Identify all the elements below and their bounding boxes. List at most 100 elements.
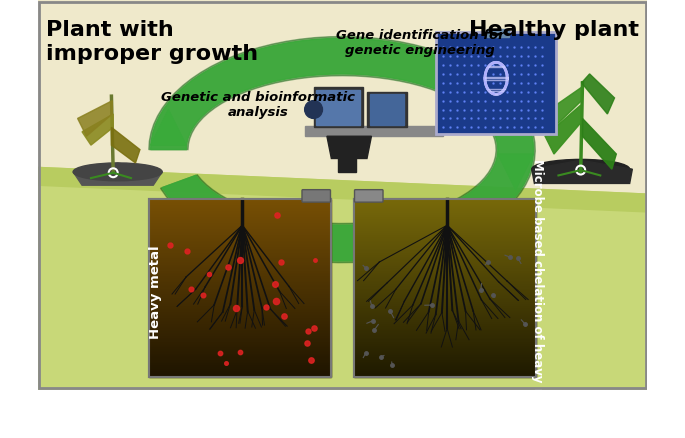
Bar — [149, 321, 332, 322]
Bar — [353, 275, 536, 276]
Bar — [149, 204, 332, 205]
Bar — [149, 294, 332, 295]
Bar — [353, 219, 536, 220]
Bar — [149, 362, 332, 363]
Bar — [353, 233, 536, 234]
Bar — [149, 269, 332, 270]
Bar — [149, 276, 332, 277]
Bar — [353, 203, 536, 204]
Bar — [353, 358, 536, 359]
Bar — [149, 365, 332, 366]
Bar — [149, 245, 332, 246]
Bar — [353, 297, 536, 298]
Bar — [353, 341, 536, 342]
Bar — [353, 348, 536, 349]
Bar — [149, 328, 332, 329]
Bar — [353, 209, 536, 210]
Polygon shape — [73, 163, 162, 185]
Bar — [353, 230, 536, 231]
Polygon shape — [38, 0, 647, 194]
Bar — [353, 281, 536, 282]
Bar — [149, 251, 332, 252]
Bar — [353, 273, 536, 274]
Bar — [353, 336, 536, 337]
Polygon shape — [38, 167, 647, 212]
Bar — [149, 343, 332, 344]
Circle shape — [305, 101, 323, 118]
Bar — [149, 297, 332, 298]
Bar — [149, 298, 332, 299]
Bar — [149, 371, 332, 372]
Bar — [353, 263, 536, 264]
Polygon shape — [77, 101, 112, 136]
Bar — [149, 198, 332, 377]
Bar — [149, 337, 332, 339]
Bar — [149, 313, 332, 314]
Ellipse shape — [532, 159, 630, 179]
Bar — [353, 318, 536, 319]
Bar — [149, 201, 332, 202]
Bar — [149, 327, 332, 328]
FancyBboxPatch shape — [353, 198, 536, 377]
Bar — [149, 357, 332, 358]
Bar — [353, 269, 536, 270]
Bar — [149, 333, 332, 334]
Bar — [353, 201, 536, 202]
Bar — [353, 303, 536, 304]
Bar — [314, 87, 362, 127]
Bar — [353, 339, 536, 340]
Bar — [353, 306, 536, 307]
Bar — [353, 200, 536, 201]
Bar — [353, 344, 536, 345]
Bar — [149, 260, 332, 261]
Bar — [353, 232, 536, 233]
Bar — [149, 223, 332, 224]
Bar — [353, 224, 536, 225]
Bar — [353, 206, 536, 207]
Bar — [353, 300, 536, 301]
Bar — [353, 308, 536, 309]
Bar — [353, 221, 536, 222]
Bar — [353, 282, 536, 283]
Bar — [149, 341, 332, 342]
Bar — [149, 317, 332, 318]
Bar — [353, 256, 536, 258]
Bar — [353, 241, 536, 242]
Polygon shape — [327, 136, 371, 159]
Bar — [353, 368, 536, 369]
Bar — [353, 317, 536, 318]
Bar — [353, 251, 536, 252]
Bar — [149, 282, 332, 283]
Bar — [149, 261, 332, 262]
Bar — [353, 293, 536, 294]
Bar — [353, 214, 536, 215]
Bar — [149, 271, 332, 272]
Bar — [149, 254, 332, 255]
Bar — [353, 307, 536, 308]
Polygon shape — [549, 87, 582, 127]
Bar — [353, 286, 536, 287]
Bar — [353, 205, 536, 206]
Bar — [149, 325, 332, 326]
Bar — [353, 267, 536, 268]
Polygon shape — [287, 194, 647, 390]
Bar — [353, 367, 536, 368]
Bar — [353, 236, 536, 237]
Bar — [149, 224, 332, 225]
Bar — [353, 246, 536, 247]
Bar — [149, 301, 332, 302]
Bar — [487, 29, 510, 36]
Bar — [353, 354, 536, 355]
Bar — [353, 272, 536, 273]
Bar — [149, 290, 332, 291]
Bar — [353, 199, 536, 200]
Bar — [338, 156, 356, 172]
Bar — [149, 242, 332, 243]
Bar — [353, 296, 536, 297]
Bar — [353, 319, 536, 320]
Bar — [353, 290, 536, 291]
Bar — [149, 247, 332, 248]
Bar — [149, 323, 332, 324]
Polygon shape — [38, 167, 647, 390]
Bar — [353, 274, 536, 275]
